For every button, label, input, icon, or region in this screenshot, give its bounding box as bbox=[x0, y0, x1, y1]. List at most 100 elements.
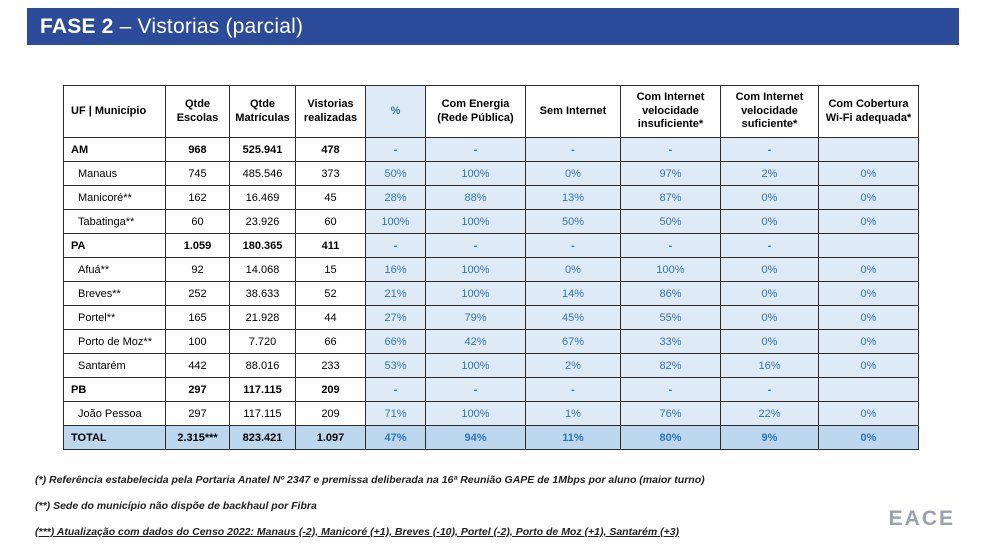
cell-value: - bbox=[525, 137, 621, 162]
cell-value: 209 bbox=[295, 401, 366, 426]
cell-value: 252 bbox=[165, 281, 230, 306]
cell-value: 0% bbox=[818, 161, 919, 186]
cell-value: 14% bbox=[525, 281, 621, 306]
column-header: UF | Município bbox=[63, 85, 166, 138]
cell-value: 67% bbox=[525, 329, 621, 354]
cell-value: 100% bbox=[620, 257, 721, 282]
cell-value: 45% bbox=[525, 305, 621, 330]
cell-value: 0% bbox=[818, 353, 919, 378]
cell-value: 165 bbox=[165, 305, 230, 330]
cell-value: - bbox=[365, 137, 426, 162]
cell-value: 0% bbox=[720, 257, 819, 282]
footnote: (***) Atualização com dados do Censo 202… bbox=[35, 526, 680, 538]
cell-value: 233 bbox=[295, 353, 366, 378]
cell-value: 66 bbox=[295, 329, 366, 354]
table-row-portel: Portel** 165 21.928 44 27% 79% 45% 55% 0% 0% bbox=[63, 305, 919, 330]
cell-value: - bbox=[720, 377, 819, 402]
cell-value: 44 bbox=[295, 305, 366, 330]
column-header: % bbox=[365, 85, 426, 138]
cell-value: 28% bbox=[365, 185, 426, 210]
cell-value: 162 bbox=[165, 185, 230, 210]
cell-value: 209 bbox=[295, 377, 366, 402]
cell-value: 82% bbox=[620, 353, 721, 378]
vistorias-table: UF | Município Qtde Escolas Qtde Matrícula… bbox=[63, 85, 919, 450]
cell-name: Santarém bbox=[63, 353, 166, 378]
column-header: Com Internet velocidade insuficiente* bbox=[620, 85, 721, 138]
cell-value: 117.115 bbox=[229, 401, 296, 426]
cell-value: 11% bbox=[525, 425, 621, 450]
cell-value: 297 bbox=[165, 377, 230, 402]
cell-value: 76% bbox=[620, 401, 721, 426]
cell-value: 60 bbox=[295, 209, 366, 234]
cell-value: 80% bbox=[620, 425, 721, 450]
cell-value: - bbox=[425, 137, 526, 162]
cell-name: Manicoré** bbox=[63, 185, 166, 210]
table-row-total: TOTAL 2.315*** 823.421 1.097 47% 94% 11% 80% 9% 0… bbox=[63, 425, 919, 450]
cell-name: João Pessoa bbox=[63, 401, 166, 426]
table-row-tabatinga: Tabatinga** 60 23.926 60 100% 100% 50% 50% 0% 0% bbox=[63, 209, 919, 234]
cell-value: 0% bbox=[818, 425, 919, 450]
cell-value: 55% bbox=[620, 305, 721, 330]
cell-value: - bbox=[720, 137, 819, 162]
page-title-rest: – Vistorias (parcial) bbox=[113, 14, 304, 38]
cell-value: 297 bbox=[165, 401, 230, 426]
column-header: Qtde Matrículas bbox=[229, 85, 296, 138]
cell-value: 0% bbox=[720, 209, 819, 234]
column-header: Sem Internet bbox=[525, 85, 621, 138]
cell-value: 2% bbox=[525, 353, 621, 378]
cell-value: 53% bbox=[365, 353, 426, 378]
cell-value: - bbox=[620, 377, 721, 402]
cell-value bbox=[818, 377, 919, 402]
eace-logo: EACE bbox=[888, 507, 955, 530]
cell-name: Portel** bbox=[63, 305, 166, 330]
cell-value: 66% bbox=[365, 329, 426, 354]
cell-value: 180.365 bbox=[229, 233, 296, 258]
cell-value: 0% bbox=[818, 185, 919, 210]
cell-value: - bbox=[525, 377, 621, 402]
cell-value: 60 bbox=[165, 209, 230, 234]
cell-name: PB bbox=[63, 377, 166, 402]
table-row-pa: PA 1.059 180.365 411- - - - - bbox=[63, 233, 919, 258]
cell-value: 442 bbox=[165, 353, 230, 378]
cell-value: 87% bbox=[620, 185, 721, 210]
cell-value: 0% bbox=[720, 329, 819, 354]
cell-value: 21% bbox=[365, 281, 426, 306]
table-row-santar-m: Santarém 442 88.016 233 53% 100% 2% 82% 16% 0% bbox=[63, 353, 919, 378]
cell-value: 525.941 bbox=[229, 137, 296, 162]
cell-value: 15 bbox=[295, 257, 366, 282]
cell-value: 0% bbox=[818, 329, 919, 354]
cell-value: 117.115 bbox=[229, 377, 296, 402]
cell-value: 100% bbox=[425, 161, 526, 186]
cell-value: 823.421 bbox=[229, 425, 296, 450]
footnote: (**) Sede do município não dispõe de bac… bbox=[35, 500, 317, 512]
cell-value: 27% bbox=[365, 305, 426, 330]
cell-value: 0% bbox=[525, 257, 621, 282]
cell-value: 88.016 bbox=[229, 353, 296, 378]
cell-value: 100% bbox=[365, 209, 426, 234]
cell-value bbox=[818, 233, 919, 258]
table-body: AM 968 525.941 478- - - - - Manaus 745 485.546 373 5… bbox=[63, 137, 919, 450]
cell-value: 2% bbox=[720, 161, 819, 186]
column-header: Com Internet velocidade suficiente* bbox=[720, 85, 819, 138]
table-row-am: AM 968 525.941 478- - - - - bbox=[63, 137, 919, 162]
cell-value: 97% bbox=[620, 161, 721, 186]
cell-value: 21.928 bbox=[229, 305, 296, 330]
cell-value: 52 bbox=[295, 281, 366, 306]
cell-value: 0% bbox=[818, 257, 919, 282]
cell-value: - bbox=[620, 137, 721, 162]
cell-name: PA bbox=[63, 233, 166, 258]
column-header: Qtde Escolas bbox=[165, 85, 230, 138]
table-row-afu: Afuá** 92 14.068 15 16% 100% 0% 100% 0% 0% bbox=[63, 257, 919, 282]
cell-value bbox=[818, 137, 919, 162]
cell-value: 478 bbox=[295, 137, 366, 162]
cell-value: 16% bbox=[365, 257, 426, 282]
cell-value: 0% bbox=[525, 161, 621, 186]
cell-value: 16% bbox=[720, 353, 819, 378]
cell-value: 88% bbox=[425, 185, 526, 210]
cell-value: 0% bbox=[818, 305, 919, 330]
cell-value: - bbox=[365, 377, 426, 402]
cell-name: AM bbox=[63, 137, 166, 162]
footnote: (*) Referência estabelecida pela Portari… bbox=[35, 474, 705, 486]
table-row-manaus: Manaus 745 485.546 373 50% 100% 0% 97% 2% 0% bbox=[63, 161, 919, 186]
cell-value: 2.315*** bbox=[165, 425, 230, 450]
